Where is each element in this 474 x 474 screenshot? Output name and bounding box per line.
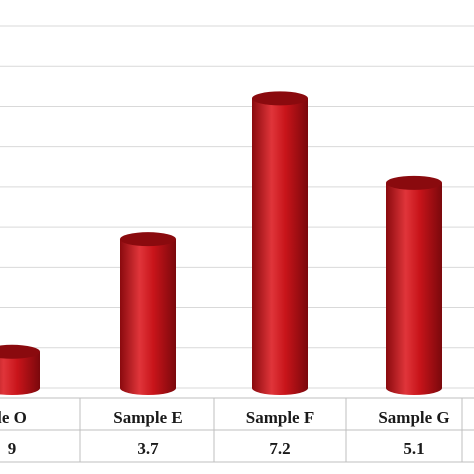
category-label: Sample E [113, 408, 182, 427]
value-label: 9 [8, 439, 17, 458]
bar-body [252, 98, 308, 396]
bar-top [386, 175, 442, 190]
bar-body [0, 351, 40, 395]
value-label: 5.1 [403, 439, 424, 458]
category-label: le O [0, 408, 27, 427]
category-label: Sample G [378, 408, 449, 427]
bar [252, 91, 308, 396]
bar-top [252, 91, 308, 106]
value-label: 3.7 [137, 439, 159, 458]
bar [0, 344, 40, 395]
bar [120, 232, 176, 395]
data-table: le O Sample E Sample F Sample G 9 3.7 7.2 5.1 [0, 397, 474, 463]
gridlines [0, 25, 474, 389]
bar-top [0, 344, 40, 359]
value-label: 7.2 [269, 439, 290, 458]
bar-body [386, 182, 442, 395]
bar-body [120, 239, 176, 395]
category-label: Sample F [246, 408, 314, 427]
bar-top [120, 232, 176, 247]
bars [0, 91, 442, 396]
bar [386, 175, 442, 395]
